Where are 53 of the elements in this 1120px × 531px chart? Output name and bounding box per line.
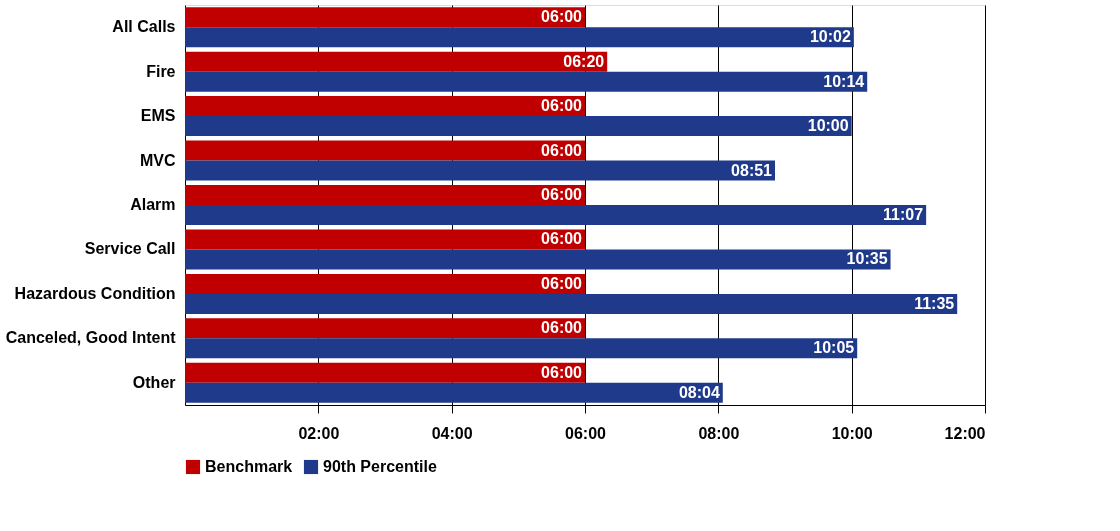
data-label: 06:00 [541,363,583,381]
data-label: 06:00 [541,97,583,115]
data-label: 06:00 [541,319,583,337]
data-label: 06:00 [541,141,583,159]
y-tick-label: All Calls [112,18,176,36]
bar [185,7,585,28]
bar [185,229,585,250]
x-tick-label: 04:00 [431,424,473,442]
legend-label: 90th Percentile [323,458,437,475]
y-tick-label: Hazardous Condition [14,284,176,302]
bar [185,140,585,161]
data-label: 10:00 [807,117,849,135]
bar [185,318,585,339]
bar [185,160,775,181]
data-label: 08:04 [678,383,720,401]
data-label: 10:35 [846,250,888,268]
bar [185,273,585,294]
bar [185,293,958,314]
bar [185,116,852,137]
bar [185,71,868,92]
data-label: 11:07 [883,206,924,223]
data-label: 11:35 [914,294,955,312]
bar [185,338,858,359]
data-label: 06:00 [541,8,583,26]
bar [185,249,891,270]
y-tick-label: Canceled, Good Intent [5,329,177,347]
data-label: 10:02 [809,28,851,46]
data-label: 06:00 [541,186,583,203]
x-tick-label: 08:00 [698,424,740,442]
bar [185,382,723,403]
bar [185,205,927,225]
bar [185,51,608,72]
data-label: 06:00 [541,230,583,248]
x-tick-label: 02:00 [298,424,340,442]
y-tick-label: Fire [146,62,176,80]
bar [185,27,854,48]
data-label: 10:14 [823,72,865,90]
data-label: 08:51 [731,161,773,179]
bar [185,185,585,205]
bar [185,362,585,383]
x-tick-label: 12:00 [944,424,986,442]
y-tick-label: Service Call [84,240,176,258]
y-tick-label: Alarm [130,196,176,213]
legend-label: Benchmark [205,458,293,475]
data-label: 06:20 [563,52,605,70]
y-tick-label: MVC [139,151,176,169]
x-tick-label: 06:00 [565,424,607,442]
y-tick-label: Other [132,373,176,391]
y-tick-label: EMS [140,107,176,125]
x-tick-label: 10:00 [831,424,873,442]
bar [185,96,585,117]
data-label: 06:00 [541,274,583,292]
data-label: 10:05 [813,339,855,357]
